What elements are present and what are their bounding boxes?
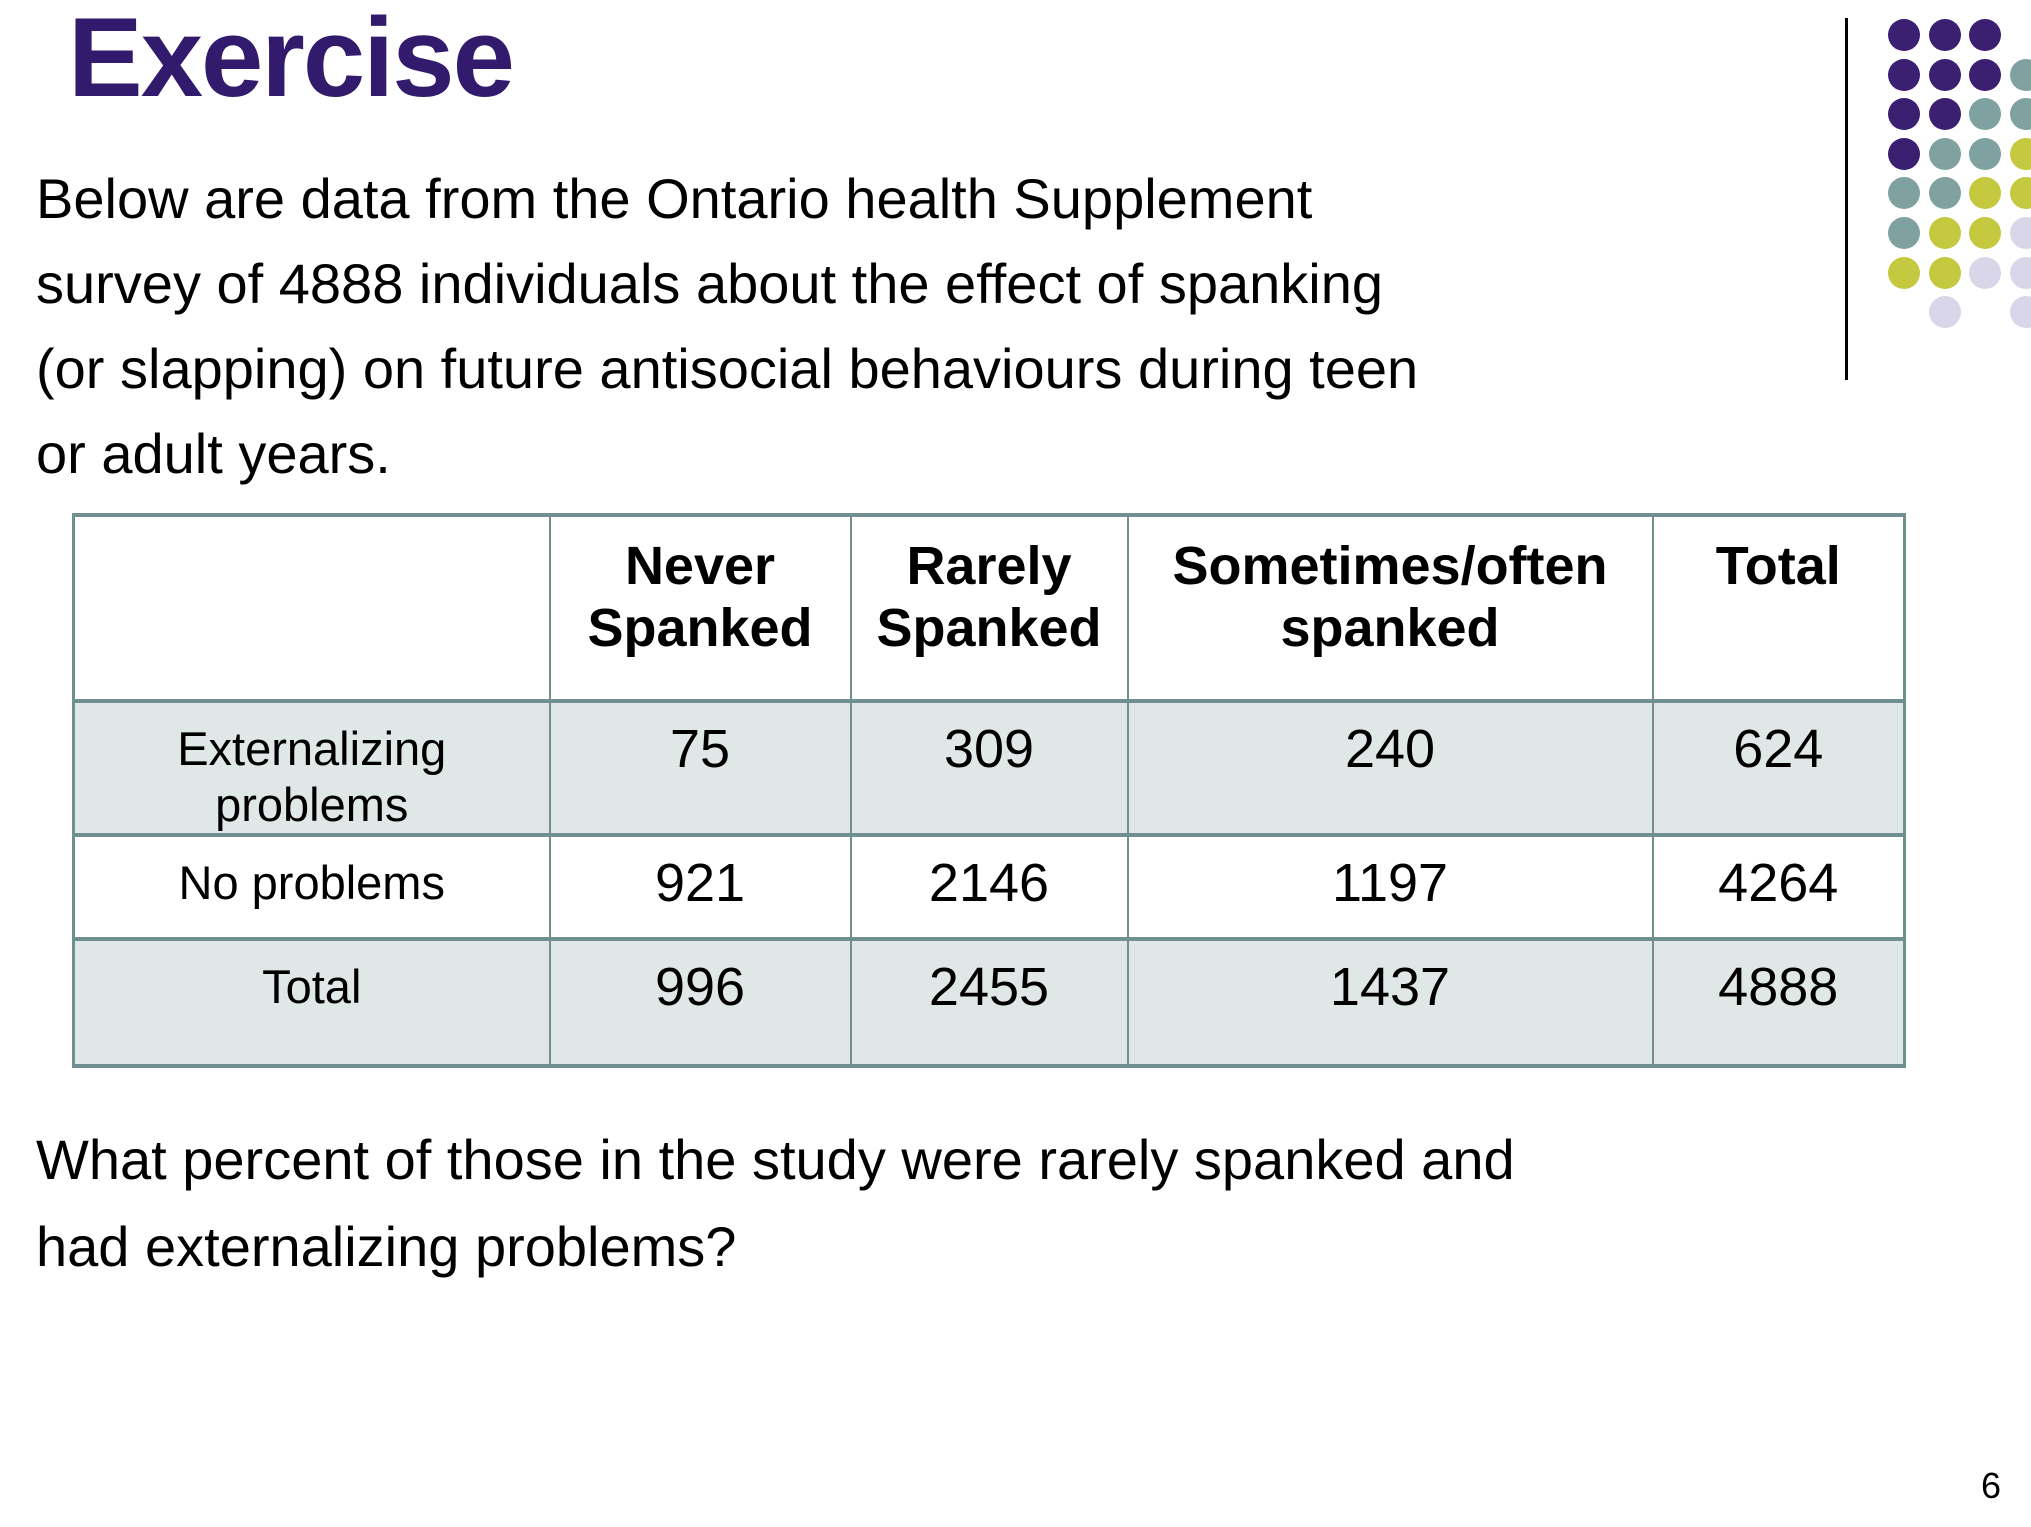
table-cell: 240	[1126, 699, 1654, 837]
dot	[2009, 256, 2031, 289]
page-title: Exercise	[68, 0, 515, 120]
dot	[1888, 19, 1920, 51]
table-cell: 4264	[1651, 833, 1906, 941]
table-cell: 75	[548, 699, 852, 837]
dot	[1888, 98, 1920, 131]
table-row-no-problems: No problems 921 2146 1197 4264	[72, 833, 1906, 941]
dot	[2009, 137, 2031, 170]
table-cell: 2146	[849, 833, 1129, 941]
dot	[1928, 177, 1961, 210]
header-cell-sometimes-often-spanked: Sometimes/often spanked	[1126, 513, 1654, 703]
table-cell: 996	[548, 937, 852, 1068]
dot	[1969, 177, 2002, 210]
dots-decoration	[0, 0, 2031, 380]
dot	[1888, 177, 1920, 210]
dot	[1928, 137, 1961, 170]
header-cell-total: Total	[1651, 513, 1906, 703]
dot	[2009, 217, 2031, 249]
dot	[1928, 256, 1961, 289]
intro-paragraph: Below are data from the Ontario health S…	[36, 156, 1418, 496]
dot	[1888, 217, 1920, 249]
dot	[1888, 58, 1920, 91]
table-cell: 1197	[1126, 833, 1654, 941]
dot	[1969, 58, 2002, 91]
table-cell: 1437	[1126, 937, 1654, 1068]
row-label: Total	[72, 937, 551, 1068]
dot	[1928, 19, 1961, 51]
page-number: 6	[1980, 1465, 2001, 1506]
header-cell-rarely-spanked: Rarely Spanked	[849, 513, 1129, 703]
dot	[1969, 217, 2002, 249]
question-line: What percent of those in the study were …	[36, 1128, 1515, 1191]
dot	[1928, 58, 1961, 91]
dot	[1969, 98, 2002, 131]
dot	[2009, 58, 2031, 91]
table-cell: 624	[1651, 699, 1906, 837]
dot	[1928, 98, 1961, 131]
dot	[1969, 256, 2002, 289]
data-table: Never Spanked Rarely Spanked Sometimes/o…	[72, 513, 1906, 1068]
dot	[1888, 256, 1920, 289]
dot	[1969, 137, 2002, 170]
table-cell: 4888	[1651, 937, 1906, 1068]
row-label: No problems	[72, 833, 551, 941]
table-row-externalizing-problems: Externalizing problems 75 309 240 624	[72, 699, 1906, 837]
table-cell: 309	[849, 699, 1129, 837]
table-cell: 921	[548, 833, 852, 941]
intro-line: Below are data from the Ontario health S…	[36, 167, 1313, 230]
dot	[2009, 296, 2031, 329]
dot	[1928, 217, 1961, 249]
header-cell-empty	[72, 513, 551, 703]
dot	[1969, 19, 2002, 51]
table-cell: 2455	[849, 937, 1129, 1068]
dot	[2009, 98, 2031, 131]
decorative-vertical-line	[1845, 18, 1848, 380]
question-line: had externalizing problems?	[36, 1215, 737, 1278]
row-label: Externalizing problems	[72, 699, 551, 837]
dot	[1928, 296, 1961, 329]
question-text: What percent of those in the study were …	[36, 1116, 1515, 1290]
dot	[1888, 137, 1920, 170]
intro-line: or adult years.	[36, 422, 391, 485]
dot	[2009, 177, 2031, 210]
header-cell-never-spanked: Never Spanked	[548, 513, 852, 703]
table-header-row: Never Spanked Rarely Spanked Sometimes/o…	[72, 513, 1906, 703]
intro-line: (or slapping) on future antisocial behav…	[36, 337, 1419, 400]
intro-line: survey of 4888 individuals about the eff…	[36, 252, 1383, 315]
table-row-total: Total 996 2455 1437 4888	[72, 937, 1906, 1068]
